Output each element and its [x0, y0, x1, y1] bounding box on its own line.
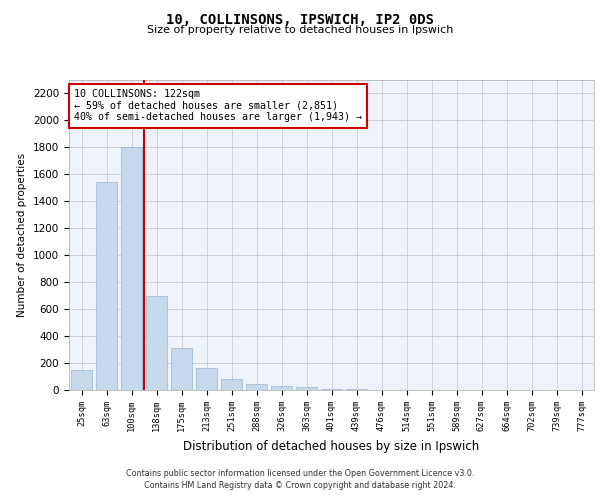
Bar	[196, 368, 217, 390]
Text: Contains public sector information licensed under the Open Government Licence v3: Contains public sector information licen…	[126, 468, 474, 477]
Bar	[221, 379, 242, 390]
Text: 10, COLLINSONS, IPSWICH, IP2 0DS: 10, COLLINSONS, IPSWICH, IP2 0DS	[166, 12, 434, 26]
Bar	[296, 388, 317, 390]
Bar	[246, 384, 267, 390]
Text: Size of property relative to detached houses in Ipswich: Size of property relative to detached ho…	[147, 25, 453, 35]
Bar	[146, 296, 167, 390]
X-axis label: Distribution of detached houses by size in Ipswich: Distribution of detached houses by size …	[184, 440, 479, 452]
Y-axis label: Number of detached properties: Number of detached properties	[17, 153, 28, 317]
Bar	[321, 388, 342, 390]
Bar	[121, 148, 142, 390]
Bar	[96, 182, 117, 390]
Text: 10 COLLINSONS: 122sqm
← 59% of detached houses are smaller (2,851)
40% of semi-d: 10 COLLINSONS: 122sqm ← 59% of detached …	[74, 90, 362, 122]
Bar	[271, 386, 292, 390]
Text: Contains HM Land Registry data © Crown copyright and database right 2024.: Contains HM Land Registry data © Crown c…	[144, 481, 456, 490]
Bar	[171, 348, 192, 390]
Bar	[71, 370, 92, 390]
